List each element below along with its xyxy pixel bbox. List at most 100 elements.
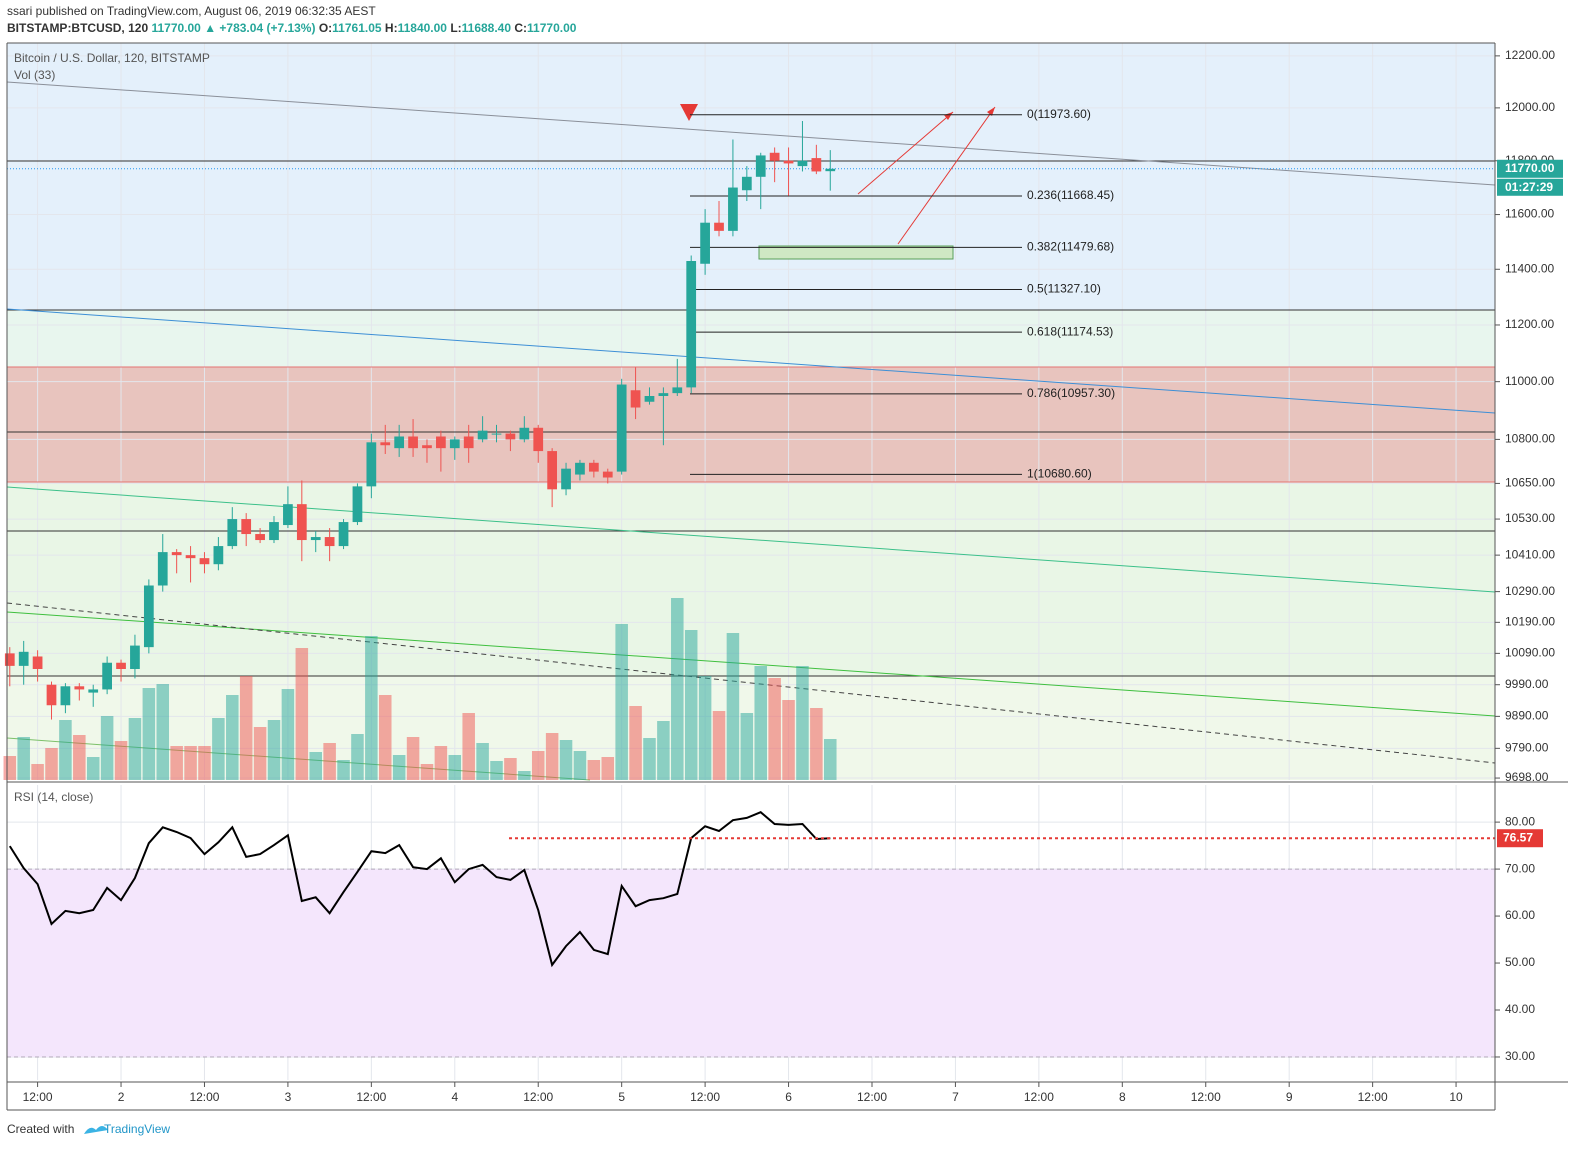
volume-bar <box>212 718 225 780</box>
trend-line <box>6 308 1496 414</box>
volume-bar <box>559 740 573 780</box>
volume-bar <box>351 734 364 780</box>
y-tick-label: 11400.00 <box>1505 261 1554 275</box>
candle-body <box>296 504 307 541</box>
volume-bar <box>184 746 197 780</box>
volume-bar <box>337 760 350 780</box>
y-tick-label: 10530.00 <box>1505 511 1555 525</box>
ohlc-key: H: <box>385 21 398 35</box>
candle-body <box>352 486 363 523</box>
y-tick-label: 9698.00 <box>1505 770 1549 784</box>
candle-body <box>74 686 85 690</box>
ohlc-value: 11770.00 <box>527 21 577 35</box>
candle-body <box>394 436 405 449</box>
target-box <box>758 245 954 260</box>
fib-label: 0.786(10957.30) <box>1027 386 1115 400</box>
volume-bar <box>100 716 114 780</box>
volume-bar <box>59 720 72 780</box>
volume-bar <box>253 727 267 780</box>
volume-bar <box>86 757 100 780</box>
candle-body <box>519 427 530 440</box>
trend-line <box>6 486 1496 593</box>
volume-bar <box>573 751 587 780</box>
y-tick-label: 12200.00 <box>1505 48 1555 62</box>
y-tick-label: 10190.00 <box>1505 615 1555 629</box>
ohlc-key: O: <box>319 21 332 35</box>
y-tick-label: 11600.00 <box>1505 207 1554 221</box>
volume <box>3 598 837 780</box>
volume-label: Vol (33) <box>14 68 55 82</box>
candle-body <box>255 534 265 541</box>
x-tick-label: 6 <box>785 1090 792 1104</box>
candle-body <box>171 552 182 556</box>
footer-brand: TradingView <box>104 1122 170 1136</box>
candle-body <box>130 645 140 670</box>
zones <box>7 43 1495 780</box>
fib-label: 0.382(11479.68) <box>1027 240 1114 254</box>
volume-bar <box>601 757 615 780</box>
volume-bar <box>128 718 142 780</box>
candle-body <box>449 439 460 449</box>
volume-bar <box>448 755 462 780</box>
candle-body <box>32 656 43 670</box>
candle-body <box>88 689 99 693</box>
x-tick-label: 2 <box>118 1090 125 1104</box>
y-tick-label: 11200.00 <box>1505 317 1554 331</box>
candle-body <box>825 168 836 172</box>
candle-body <box>283 504 293 526</box>
volume-bar <box>684 630 698 780</box>
x-tick-label: 12:00 <box>189 1090 219 1104</box>
x-tick-label: 7 <box>952 1090 959 1104</box>
candle-body <box>797 160 808 167</box>
trend-line-dashed <box>6 602 1496 764</box>
volume-bar <box>476 743 489 780</box>
marker-triangle <box>680 104 698 121</box>
volume-bar <box>504 758 517 780</box>
rsi-line <box>8 811 831 968</box>
candles <box>4 121 836 720</box>
x-tick-label: 10 <box>1449 1090 1463 1104</box>
rsi-last-box <box>1497 829 1543 848</box>
volume-bar <box>392 755 406 780</box>
axes: 12:00 2 12:00 3 12:00 4 12:00 5 12:00 6 12:00 7 12:0… <box>23 48 1563 1104</box>
x-tick-label: 5 <box>618 1090 625 1104</box>
candle-body <box>324 537 335 547</box>
candle-body <box>310 537 321 541</box>
volume-bar <box>365 636 378 780</box>
volume-bar <box>267 720 281 780</box>
volume-bar <box>462 713 475 780</box>
candle-body <box>18 651 29 666</box>
y-tick-label: 9790.00 <box>1505 741 1549 755</box>
candle-body <box>602 471 613 478</box>
candle-body <box>380 442 391 446</box>
volume-bar <box>226 695 239 780</box>
y-tick-label: 10650.00 <box>1505 476 1555 490</box>
volume-bar <box>323 743 336 780</box>
zone-red <box>7 367 1495 482</box>
ohlc-value: 11840.00 <box>398 21 448 35</box>
fib-label: 0.236(11668.45) <box>1027 188 1114 202</box>
candle-body <box>463 436 474 449</box>
last-price-box <box>1497 159 1563 178</box>
volume-bar <box>643 738 656 780</box>
candle-body <box>686 261 697 388</box>
change: +783.04 (+7.13%) <box>219 21 315 35</box>
y-tick-label: 10800.00 <box>1505 432 1555 446</box>
x-tick-label: 3 <box>285 1090 292 1104</box>
candle-body <box>588 462 599 472</box>
trend-line <box>6 611 1496 717</box>
rsi-band <box>7 869 1495 1057</box>
candle-body <box>491 433 502 435</box>
last: 11770.00 <box>151 21 201 35</box>
volume-bar <box>156 684 170 780</box>
candle-body <box>408 436 418 449</box>
candle-body <box>811 158 822 172</box>
volume-bar <box>518 771 531 780</box>
candle-body <box>658 393 669 396</box>
x-tick-label: 12:00 <box>23 1090 53 1104</box>
y-tick-label: 40.00 <box>1505 1002 1535 1016</box>
y-tick-label: 10410.00 <box>1505 547 1555 561</box>
x-tick-label: 12:00 <box>1024 1090 1054 1104</box>
volume-bar <box>309 752 322 780</box>
